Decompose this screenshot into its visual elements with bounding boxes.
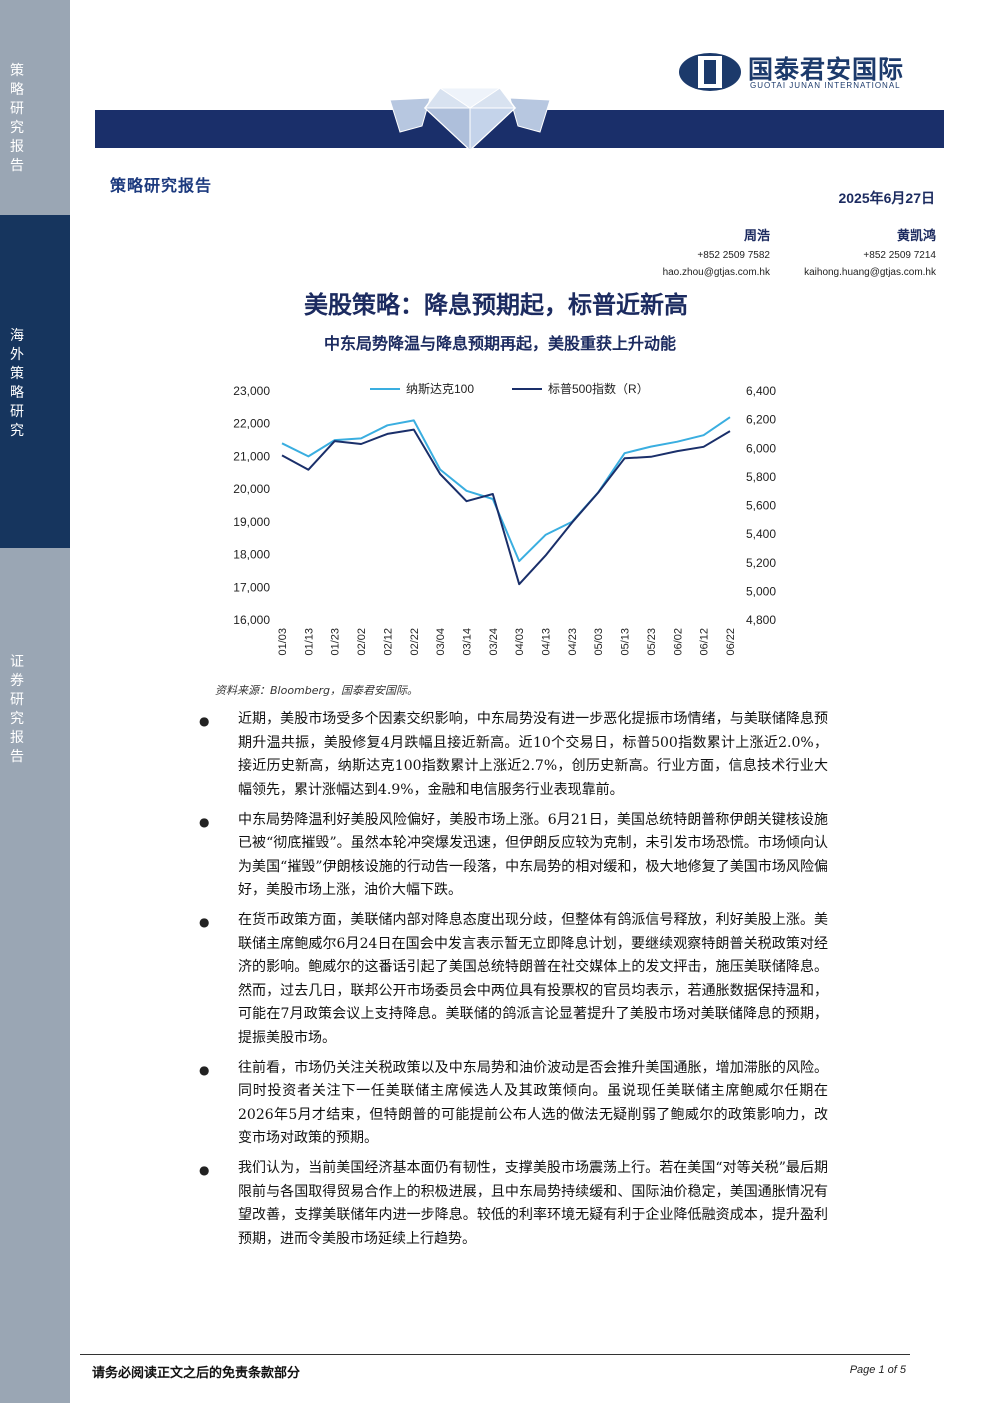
- x-axis-tick: 04/13: [541, 628, 553, 656]
- bullet-dot-icon: ●: [199, 1163, 210, 1177]
- left-axis-tick: 16,000: [233, 613, 270, 627]
- x-axis-tick: 06/12: [699, 628, 711, 656]
- chart-source: 资料来源：Bloomberg，国泰君安国际。: [215, 684, 419, 697]
- right-axis-tick: 6,400: [746, 384, 776, 398]
- legend-label: 纳斯达克100: [406, 382, 474, 396]
- bullet-text: 在货币政策方面，美联储内部对降息态度出现分歧，但整体有鸽派信号释放，利好美股上涨…: [238, 912, 828, 1046]
- report-type: 策略研究报告: [110, 176, 213, 195]
- left-axis-tick: 23,000: [233, 384, 270, 398]
- bullet-item: ● 我们认为，当前美国经济基本面仍有韧性，支撑美股市场震荡上行。若在美国“对等关税…: [196, 1157, 828, 1251]
- report-title: 美股策略：降息预期起，标普近新高: [304, 290, 688, 319]
- left-axis-tick: 20,000: [233, 482, 270, 496]
- author-phone: +852 2509 7214: [863, 250, 936, 261]
- right-axis-tick: 5,000: [746, 584, 776, 598]
- report-date: 2025年6月27日: [838, 190, 935, 206]
- right-axis-tick: 6,200: [746, 413, 776, 427]
- right-axis-tick: 4,800: [746, 613, 776, 627]
- author-phone: +852 2509 7582: [697, 250, 770, 261]
- sidebar-label: 策略研究报告: [10, 63, 24, 174]
- author-card: 黄凯鸿 +852 2509 7214 kaihong.huang@gtjas.c…: [804, 225, 936, 278]
- x-axis-tick: 01/03: [277, 628, 289, 656]
- bullet-text: 我们认为，当前美国经济基本面仍有韧性，支撑美股市场震荡上行。若在美国“对等关税”…: [238, 1160, 828, 1247]
- right-axis-tick: 5,400: [746, 527, 776, 541]
- series-line: [281, 428, 731, 586]
- sidebar-section-bottom: 证券研究报告: [0, 548, 70, 1403]
- index-chart: 23,000 22,000 21,000 20,000 19,000 18,000 17,0…: [200, 375, 800, 680]
- left-axis-tick: 19,000: [233, 515, 270, 529]
- x-axis-tick: 02/12: [382, 628, 394, 656]
- x-axis-tick: 02/22: [409, 628, 421, 656]
- report-subtitle: 中东局势降温与降息预期再起，美股重获上升动能: [323, 334, 676, 353]
- right-axis-tick: 5,800: [746, 470, 776, 484]
- logo-text: 国泰君安国际: [748, 55, 905, 84]
- bullet-dot-icon: ●: [199, 814, 210, 829]
- bullet-item: ● 近期，美股市场受多个因素交织影响，中东局势没有进一步恶化提振市场情绪，与美联储…: [196, 708, 828, 802]
- x-axis-tick: 04/23: [567, 628, 579, 656]
- x-axis-tick: 04/03: [514, 628, 526, 656]
- x-axis-tick: 01/23: [330, 628, 342, 656]
- bullet-list: ● 近期，美股市场受多个因素交织影响，中东局势没有进一步恶化提振市场情绪，与美联储…: [196, 708, 828, 1258]
- x-axis-tick: 01/13: [303, 628, 315, 656]
- left-axis-tick: 21,000: [233, 449, 270, 463]
- x-axis-tick: 03/14: [461, 628, 473, 656]
- bullet-dot-icon: ●: [199, 1062, 210, 1077]
- author-name: 黄凯鸿: [896, 229, 936, 244]
- left-axis-tick: 17,000: [233, 580, 270, 594]
- right-axis-tick: 5,200: [746, 556, 776, 570]
- company-logo: 国泰君安国际 GUOTAI JUNAN INTERNATIONAL: [678, 50, 938, 92]
- page-number: Page 1 of 5: [849, 1364, 906, 1376]
- x-axis-tick: 03/04: [435, 628, 447, 656]
- legend-label: 标普500指数（R）: [548, 381, 649, 396]
- sidebar-section-middle: 海外策略研究: [0, 215, 70, 548]
- left-axis-tick: 22,000: [233, 417, 270, 431]
- bullet-item: ● 在货币政策方面，美联储内部对降息态度出现分歧，但整体有鸽派信号释放，利好美股上…: [196, 909, 828, 1050]
- author-card: 周浩 +852 2509 7582 hao.zhou@gtjas.com.hk: [663, 225, 770, 278]
- x-axis-tick: 06/22: [725, 628, 737, 656]
- bullet-item: ● 往前看，市场仍关注关税政策以及中东局势和油价波动是否会推升美国通胀，增加滞胀的…: [196, 1057, 828, 1151]
- right-axis-tick: 6,000: [746, 441, 776, 455]
- x-axis-tick: 05/23: [646, 628, 658, 656]
- series-line: [281, 416, 731, 563]
- footer-disclaimer: 请务必阅读正文之后的免责条款部分: [92, 1366, 301, 1381]
- author-email[interactable]: hao.zhou@gtjas.com.hk: [662, 267, 770, 278]
- x-axis-tick: 03/24: [488, 628, 500, 656]
- left-axis-tick: 18,000: [233, 548, 270, 562]
- bullet-dot-icon: ●: [199, 915, 210, 929]
- bullet-text: 往前看，市场仍关注关税政策以及中东局势和油价波动是否会推升美国通胀，增加滞胀的风…: [238, 1059, 828, 1147]
- logo-icon: [679, 53, 741, 91]
- bullet-text: 近期，美股市场受多个因素交织影响，中东局势没有进一步恶化提振市场情绪，与美联储降…: [238, 711, 828, 798]
- diamond-icon: [389, 87, 551, 152]
- author-name: 周浩: [743, 229, 770, 244]
- sidebar-section-top: 策略研究报告: [0, 0, 70, 215]
- bullet-item: ● 中东局势降温利好美股风险偏好，美股市场上涨。6月21日，美国总统特朗普称伊朗关…: [196, 809, 828, 903]
- sidebar-label: 证券研究报告: [10, 654, 24, 765]
- right-axis-tick: 5,600: [746, 499, 776, 513]
- author-email[interactable]: kaihong.huang@gtjas.com.hk: [804, 267, 936, 278]
- x-axis-tick: 06/02: [672, 628, 684, 656]
- logo-subtext: GUOTAI JUNAN INTERNATIONAL: [750, 81, 901, 90]
- bullet-dot-icon: ●: [199, 714, 210, 728]
- footer-divider: [80, 1354, 910, 1355]
- chart-svg: 23,000 22,000 21,000 20,000 19,000 18,000 17,0…: [233, 381, 776, 656]
- sidebar-label: 海外策略研究: [10, 328, 24, 439]
- x-axis-tick: 05/03: [593, 628, 605, 656]
- x-axis-tick: 05/13: [620, 628, 632, 656]
- bullet-text: 中东局势降温利好美股风险偏好，美股市场上涨。6月21日，美国总统特朗普称伊朗关键…: [238, 811, 828, 899]
- x-axis-tick: 02/02: [356, 628, 368, 656]
